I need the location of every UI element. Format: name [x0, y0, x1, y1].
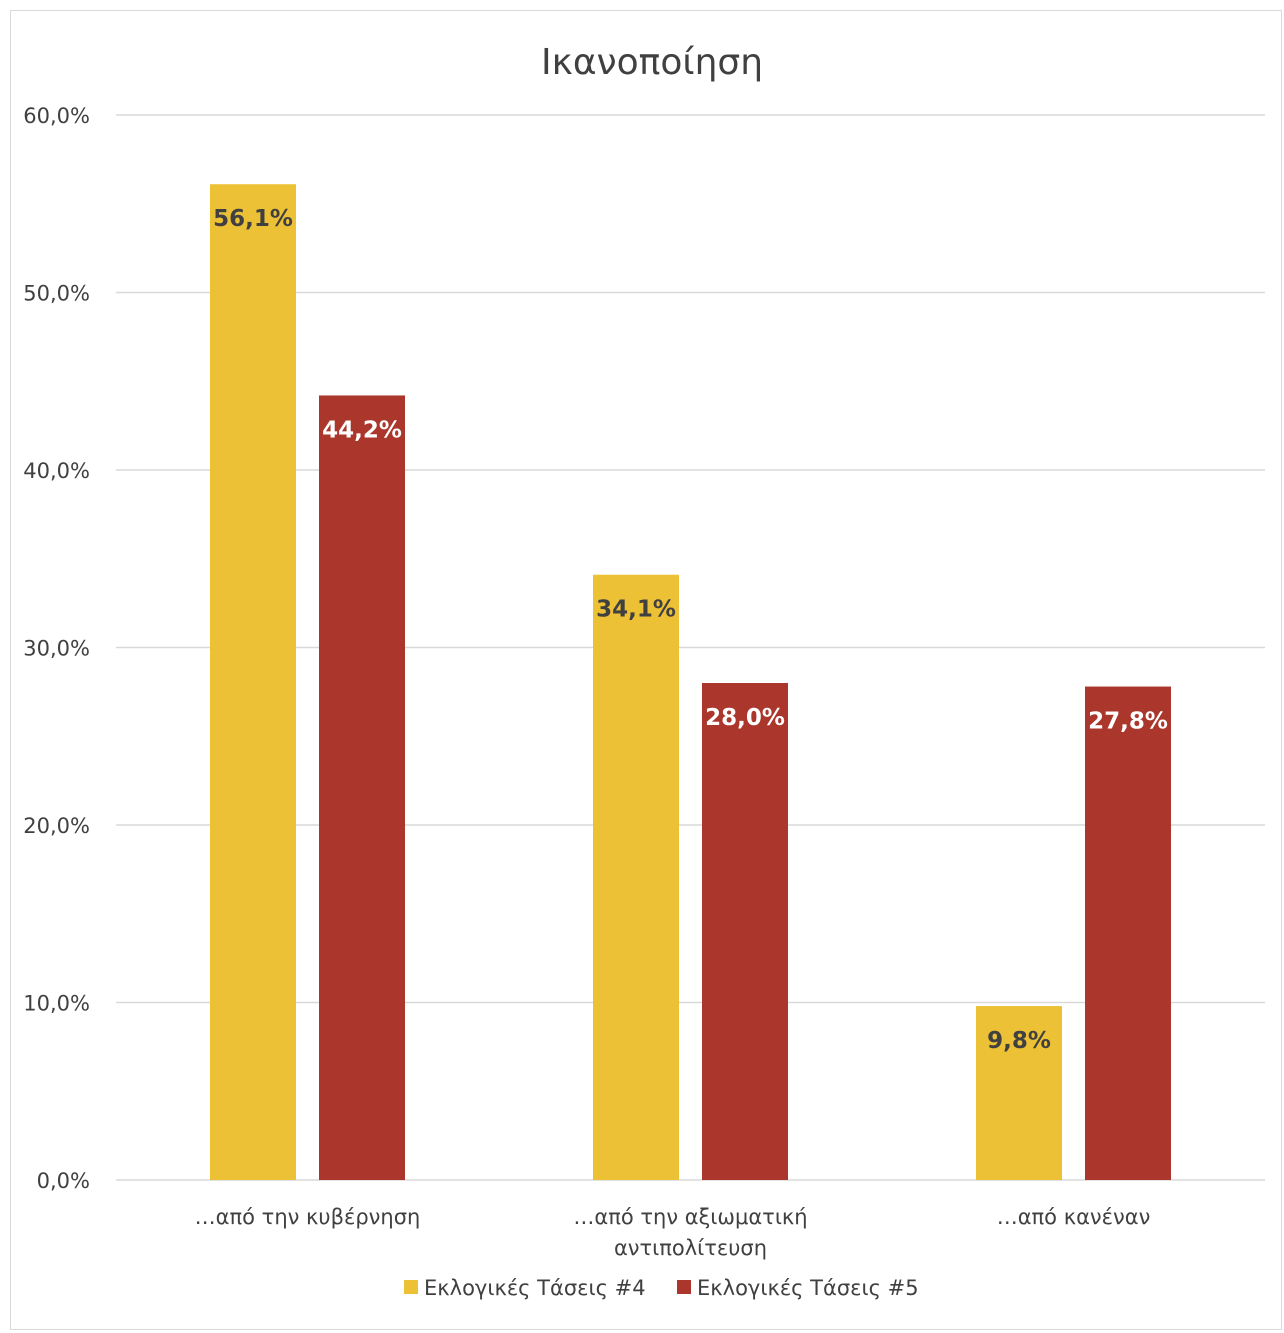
legend-swatch — [404, 1280, 418, 1294]
bars — [210, 184, 1171, 1181]
legend: Εκλογικές Τάσεις #4 Εκλογικές Τάσεις #5 — [404, 1276, 919, 1300]
y-tick-label: 0,0% — [37, 1169, 90, 1193]
gridlines — [116, 114, 1265, 1181]
data-labels: 56,1% 34,1% 9,8% 44,2% 28,0% 27,8% — [213, 206, 1168, 1054]
y-tick-label: 20,0% — [23, 814, 90, 838]
y-axis-ticks: 0,0% 10,0% 20,0% 30,0% 40,0% 50,0% 60,0% — [23, 104, 90, 1193]
bar — [976, 1006, 1062, 1180]
data-label: 9,8% — [987, 1028, 1051, 1054]
bar — [702, 683, 788, 1180]
y-tick-label: 30,0% — [23, 637, 90, 661]
legend-label: Εκλογικές Τάσεις #4 — [424, 1276, 646, 1300]
y-tick-label: 60,0% — [23, 104, 90, 128]
data-label: 27,8% — [1088, 709, 1168, 735]
legend-swatch — [677, 1280, 691, 1294]
data-label: 28,0% — [705, 705, 785, 731]
x-category-label: …από την κυβέρνηση — [195, 1205, 421, 1229]
bar — [1085, 686, 1171, 1180]
chart-title: Ικανοποίηση — [541, 42, 763, 83]
data-label: 34,1% — [596, 597, 676, 623]
x-axis-categories: …από την κυβέρνηση …από την αξιωματική αντ… — [195, 1205, 1151, 1260]
data-label: 44,2% — [322, 417, 402, 443]
bar — [319, 395, 405, 1180]
x-category-label: …από κανέναν — [997, 1205, 1151, 1229]
x-category-label: αντιπολίτευση — [614, 1236, 767, 1260]
data-label: 56,1% — [213, 206, 293, 232]
y-tick-label: 40,0% — [23, 459, 90, 483]
bar — [593, 574, 679, 1180]
legend-label: Εκλογικές Τάσεις #5 — [697, 1276, 919, 1300]
y-tick-label: 50,0% — [23, 282, 90, 306]
x-category-label: …από την αξιωματική — [573, 1205, 807, 1229]
bar — [210, 184, 296, 1181]
y-tick-label: 10,0% — [23, 992, 90, 1016]
